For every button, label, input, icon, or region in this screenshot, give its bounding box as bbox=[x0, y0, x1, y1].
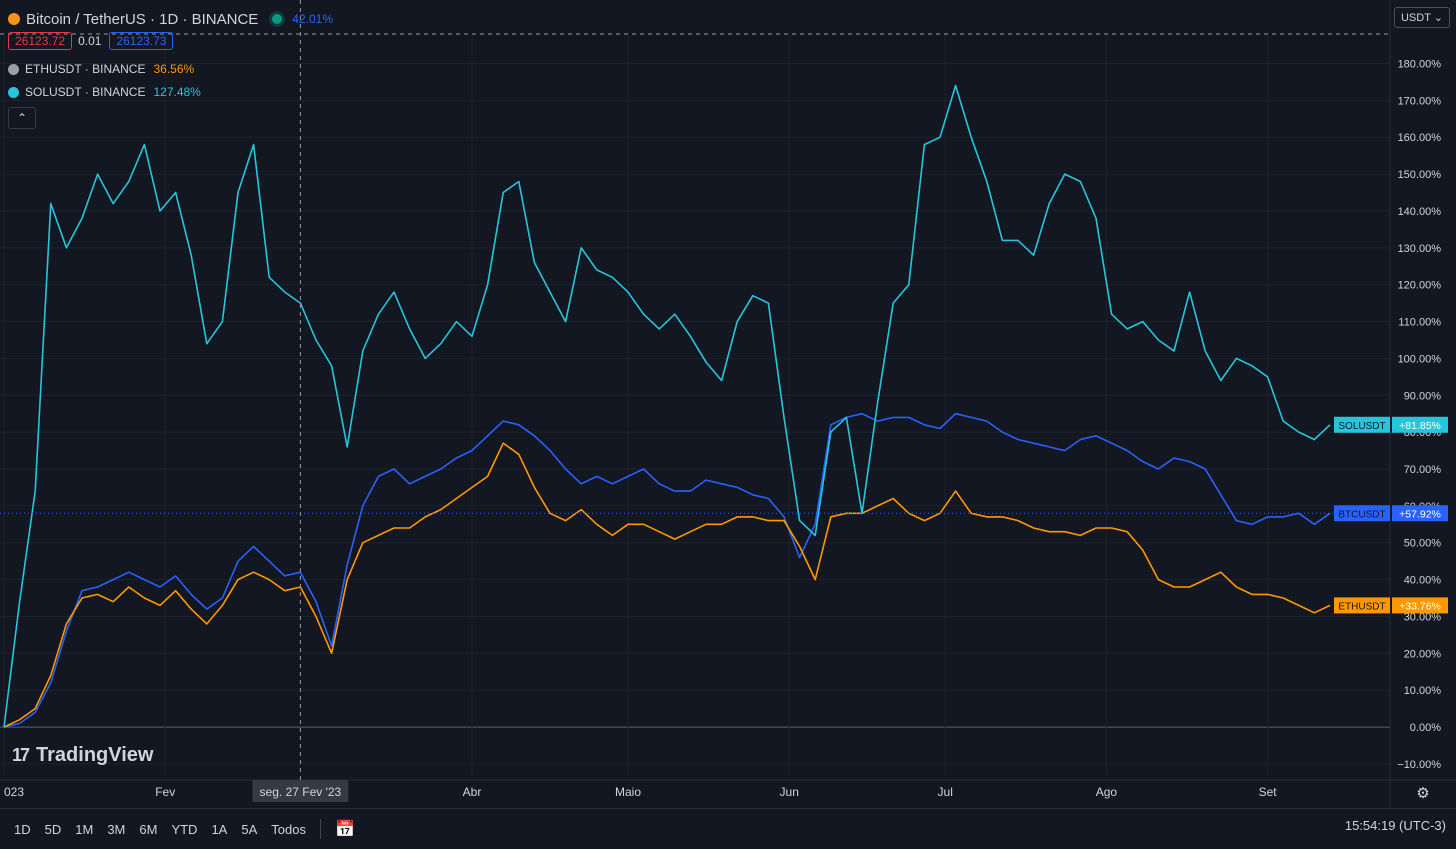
y-tick-label: 140.00% bbox=[1398, 206, 1442, 218]
x-tick-label: Jun bbox=[780, 785, 799, 799]
brand-name: TradingView bbox=[36, 744, 154, 766]
tradingview-logo-icon: 17 bbox=[12, 745, 30, 765]
ethereum-icon bbox=[8, 63, 19, 75]
calendar-range-icon[interactable]: 📅 bbox=[334, 821, 355, 838]
compare-label: ETHUSDT · BINANCE bbox=[25, 62, 146, 76]
currency-selector[interactable]: USDT ⌄ bbox=[1393, 7, 1450, 28]
chart-canvas[interactable]: −10.00% 0.00% 10.00% 20.00% 30.00% 40.00% 50.0… bbox=[0, 0, 1456, 808]
x-tick-label: Jul bbox=[938, 785, 953, 799]
series-value-label: +81.85% bbox=[1399, 420, 1441, 432]
timeframe-1d[interactable]: 1D bbox=[14, 821, 31, 837]
series-name-badge bbox=[1334, 505, 1390, 522]
y-tick-label: −10.00% bbox=[1397, 759, 1441, 771]
x-tick-label: Ago bbox=[1096, 785, 1118, 799]
toolbar-divider bbox=[319, 819, 321, 839]
y-tick-label: 20.00% bbox=[1404, 648, 1442, 660]
currency-label: USDT bbox=[1400, 12, 1431, 24]
x-tick-label: Set bbox=[1259, 785, 1278, 799]
y-tick-label: 50.00% bbox=[1404, 538, 1442, 550]
timeframe-ytd[interactable]: YTD bbox=[171, 821, 198, 837]
y-tick-label: 10.00% bbox=[1404, 685, 1442, 697]
x-tick-label: Abr bbox=[463, 785, 482, 799]
y-tick-label: 100.00% bbox=[1398, 353, 1442, 365]
series-name-label: BTCUSDT bbox=[1338, 509, 1385, 520]
price-row: 26123.72 0.01 26123.73 bbox=[8, 30, 333, 52]
y-tick-label: 120.00% bbox=[1398, 280, 1442, 292]
series-value-badge bbox=[1392, 505, 1448, 522]
series-line-solusdt bbox=[3, 84, 1331, 728]
series-value-badge bbox=[1392, 597, 1448, 614]
y-tick-label: 0.00% bbox=[1410, 722, 1441, 734]
solana-icon bbox=[8, 86, 19, 98]
timeframe-3m[interactable]: 3M bbox=[107, 821, 126, 837]
series-name-badge bbox=[1334, 416, 1390, 433]
market-open-icon bbox=[272, 14, 283, 24]
y-tick-label: 110.00% bbox=[1398, 317, 1441, 329]
y-tick-label: 180.00% bbox=[1398, 58, 1442, 70]
timeframe-5d[interactable]: 5D bbox=[44, 821, 62, 837]
chart-legend: Bitcoin / TetherUS · 1D · BINANCE 42.01%… bbox=[8, 8, 333, 129]
compare-row-eth[interactable]: ETHUSDT · BINANCE 36.56% bbox=[8, 58, 333, 80]
y-tick-label: 160.00% bbox=[1398, 132, 1442, 144]
ask-price[interactable]: 26123.73 bbox=[109, 32, 174, 50]
timeframe-1a[interactable]: 1A bbox=[211, 821, 228, 837]
compare-row-sol[interactable]: SOLUSDT · BINANCE 127.48% bbox=[8, 81, 333, 103]
chevron-down-icon: ⌄ bbox=[1433, 12, 1443, 24]
symbol-row[interactable]: Bitcoin / TetherUS · 1D · BINANCE 42.01% bbox=[8, 8, 333, 30]
tradingview-brand: 17 TradingView bbox=[12, 744, 153, 767]
y-tick-label: 70.00% bbox=[1404, 464, 1442, 476]
compare-label: SOLUSDT · BINANCE bbox=[25, 85, 146, 99]
x-tick-label: Fev bbox=[155, 785, 175, 799]
timeframe-6m[interactable]: 6M bbox=[139, 821, 158, 837]
y-tick-label: 30.00% bbox=[1404, 611, 1442, 623]
bitcoin-icon bbox=[8, 13, 20, 25]
y-tick-label: 40.00% bbox=[1404, 575, 1442, 587]
clock[interactable]: 15:54:19 (UTC-3) bbox=[1344, 818, 1446, 833]
timeframe-5a[interactable]: 5A bbox=[241, 821, 258, 837]
series-name-label: ETHUSDT bbox=[1338, 601, 1385, 612]
series-value-label: +33.76% bbox=[1399, 600, 1441, 612]
symbol-change: 42.01% bbox=[292, 12, 333, 26]
series-value-badge bbox=[1392, 416, 1448, 433]
series-line-ethusdt bbox=[3, 442, 1331, 728]
crosshair-time-label: seg. 27 Fev '23 bbox=[260, 785, 342, 799]
symbol-title[interactable]: Bitcoin / TetherUS · 1D · BINANCE bbox=[26, 10, 259, 28]
x-tick-label: 023 bbox=[4, 785, 24, 799]
compare-change: 127.48% bbox=[153, 85, 201, 99]
crosshair-time-box bbox=[252, 780, 349, 802]
x-tick-label: Maio bbox=[615, 785, 641, 799]
series-name-label: SOLUSDT bbox=[1338, 421, 1385, 432]
series-value-label: +57.92% bbox=[1399, 508, 1441, 520]
compare-change: 36.56% bbox=[153, 62, 195, 76]
bottom-toolbar: 1D 5D 1M 3M 6M YTD 1A 5A Todos 📅 bbox=[0, 808, 1456, 849]
timeframe-1m[interactable]: 1M bbox=[75, 821, 94, 837]
timeframe-all[interactable]: Todos bbox=[271, 821, 306, 837]
y-tick-label: 170.00% bbox=[1398, 95, 1442, 107]
bid-price[interactable]: 26123.72 bbox=[8, 32, 73, 50]
gear-icon[interactable]: ⚙ bbox=[1416, 784, 1429, 802]
chevron-up-icon[interactable]: ⌃ bbox=[8, 107, 36, 129]
y-tick-label: 90.00% bbox=[1404, 390, 1442, 402]
spread: 0.01 bbox=[78, 34, 102, 48]
series-line-btcusdt bbox=[3, 412, 1331, 728]
y-tick-label: 130.00% bbox=[1398, 243, 1442, 255]
series-name-badge bbox=[1334, 597, 1390, 614]
y-tick-label: 150.00% bbox=[1398, 169, 1442, 181]
